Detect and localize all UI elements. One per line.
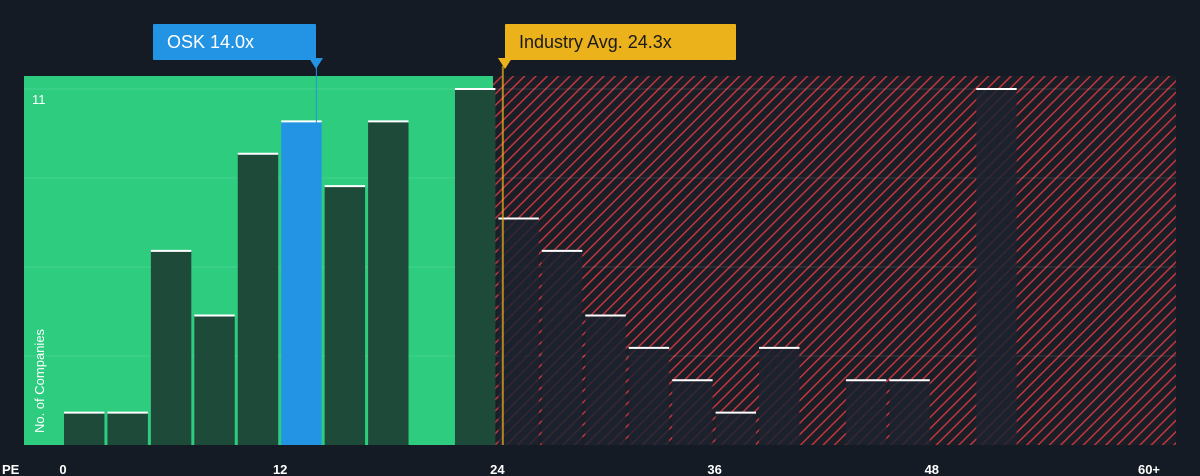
x-tick-label: 0 — [59, 462, 66, 476]
histogram-bar — [194, 315, 235, 445]
histogram-bar — [715, 412, 757, 445]
industry-avg-callout: Industry Avg. 24.3x — [505, 24, 736, 60]
histogram-bar — [237, 153, 279, 445]
x-axis-label: PE — [2, 462, 20, 476]
histogram-bar — [759, 347, 800, 445]
histogram-bar — [498, 218, 539, 445]
histogram-bar — [64, 412, 105, 445]
x-tick-label: 36 — [707, 462, 721, 476]
histogram-bar — [628, 347, 670, 445]
x-tick-label: 12 — [273, 462, 287, 476]
histogram-bar — [976, 89, 1017, 445]
histogram-bar — [845, 380, 887, 445]
histogram-bar — [585, 315, 626, 445]
histogram-bar — [541, 250, 583, 445]
industry-avg-pointer — [498, 58, 512, 69]
histogram-bar — [368, 121, 409, 445]
histogram-bar — [107, 412, 148, 445]
histogram-bar — [454, 89, 496, 445]
histogram-bar — [150, 250, 192, 445]
histogram-bar — [324, 186, 366, 445]
y-tick-label: 11 — [32, 92, 46, 107]
histogram-bar — [672, 380, 713, 445]
company-pe-callout: OSK 14.0x — [153, 24, 316, 60]
y-axis-label: No. of Companies — [32, 328, 47, 433]
histogram-bar — [889, 380, 930, 445]
company-bar — [281, 121, 322, 445]
x-tick-label: 24 — [490, 462, 505, 476]
company-pe-pointer — [309, 58, 323, 69]
x-tick-label: 60+ — [1138, 462, 1160, 476]
x-tick-label: 48 — [925, 462, 939, 476]
